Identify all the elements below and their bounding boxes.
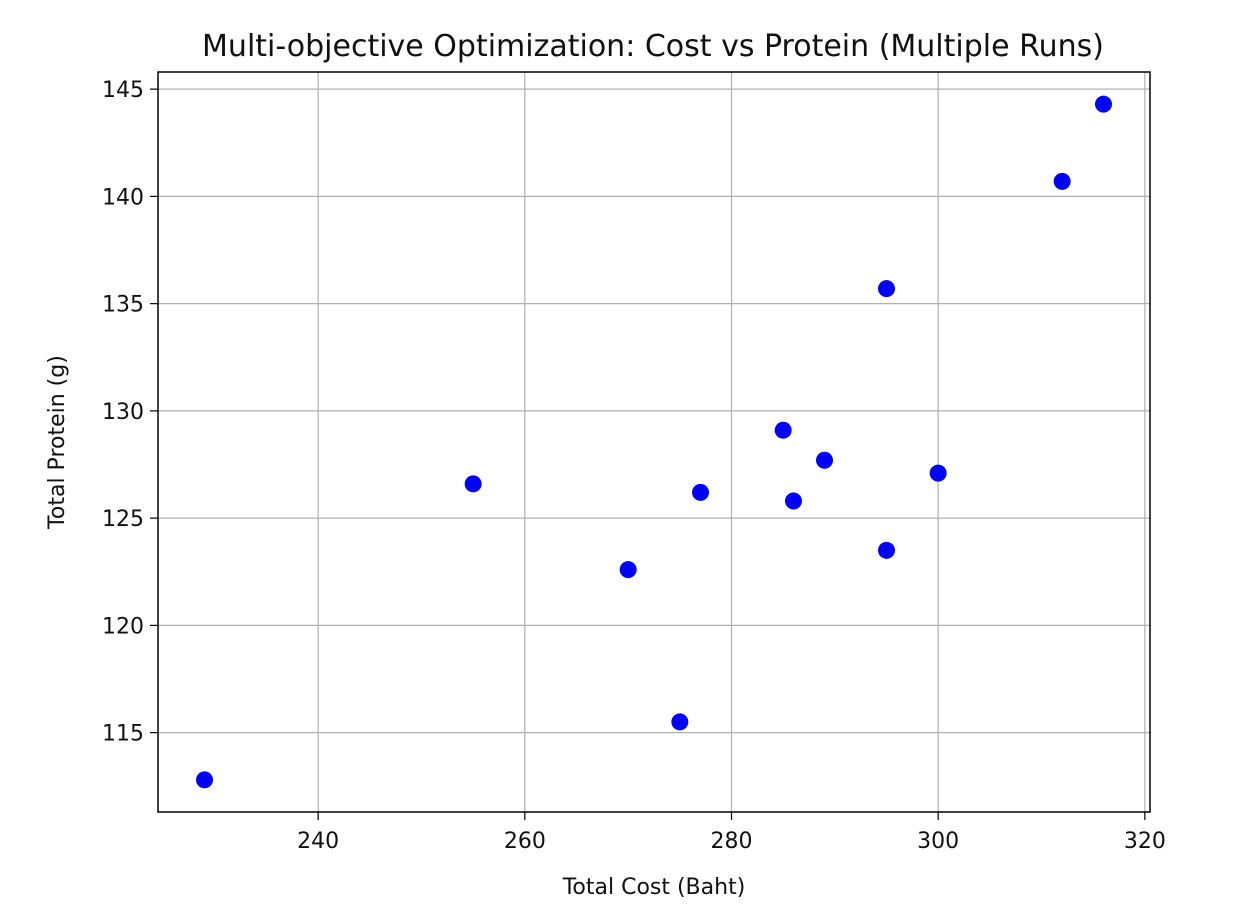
scatter-point [785, 492, 802, 510]
scatter-point [1095, 95, 1112, 113]
scatter-point [1053, 172, 1071, 190]
scatter-point [196, 771, 213, 789]
grid-lines [158, 72, 1150, 812]
y-tick-label: 125 [102, 507, 144, 532]
scatter-point [464, 475, 482, 493]
x-tick-label: 260 [504, 829, 546, 854]
x-tick-label: 240 [297, 829, 339, 854]
y-tick-label: 135 [102, 293, 144, 318]
data-points [196, 95, 1112, 789]
scatter-point [774, 421, 792, 439]
y-tick-label: 140 [102, 185, 144, 210]
scatter-point [692, 483, 709, 501]
axis-ticks: 240 260 280 300 320 115 120 125 130 135 140 145 [102, 78, 1166, 854]
y-axis-label: Total Protein (g) [45, 355, 70, 530]
scatter-point [816, 451, 833, 469]
x-tick-label: 300 [917, 829, 959, 854]
scatter-point [929, 464, 947, 482]
x-tick-label: 320 [1124, 829, 1166, 854]
x-tick-label: 280 [711, 829, 753, 854]
chart-title: Multi-objective Optimization: Cost vs Pr… [202, 29, 1104, 64]
y-tick-label: 120 [102, 614, 144, 639]
scatter-point [878, 541, 895, 559]
y-tick-label: 115 [102, 722, 144, 747]
scatter-point [619, 561, 637, 579]
y-tick-label: 130 [102, 400, 144, 425]
y-tick-label: 145 [102, 78, 144, 103]
plot-frame [157, 71, 1151, 813]
scatter-point [878, 280, 895, 298]
scatter-point [671, 713, 689, 731]
x-axis-label: Total Cost (Baht) [562, 875, 746, 900]
